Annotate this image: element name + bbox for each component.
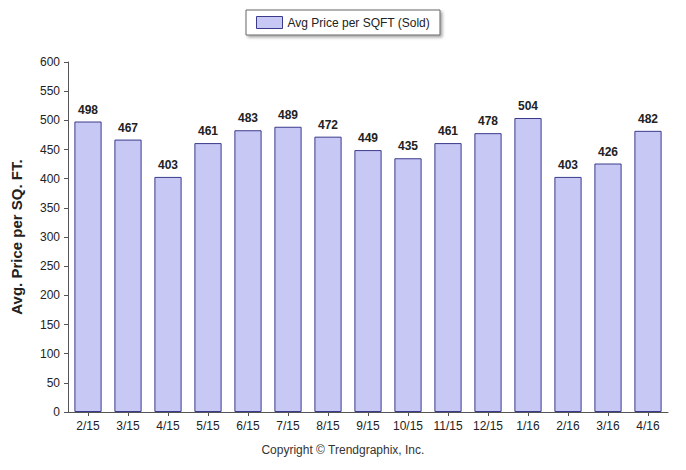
svg-text:3/15: 3/15 xyxy=(116,419,140,433)
svg-text:467: 467 xyxy=(118,121,138,135)
svg-text:500: 500 xyxy=(40,113,60,127)
svg-text:11/15: 11/15 xyxy=(433,419,462,433)
svg-text:4/16: 4/16 xyxy=(636,419,660,433)
svg-text:461: 461 xyxy=(438,124,458,138)
svg-text:426: 426 xyxy=(598,145,618,159)
svg-text:3/16: 3/16 xyxy=(596,419,620,433)
svg-text:10/15: 10/15 xyxy=(393,419,423,433)
svg-text:0: 0 xyxy=(53,405,60,419)
svg-text:12/15: 12/15 xyxy=(473,419,503,433)
svg-text:50: 50 xyxy=(47,376,61,390)
svg-text:5/15: 5/15 xyxy=(196,419,220,433)
svg-text:Avg Price per SQFT (Sold): Avg Price per SQFT (Sold) xyxy=(288,16,430,30)
svg-text:472: 472 xyxy=(318,118,338,132)
svg-text:504: 504 xyxy=(518,99,538,113)
svg-text:435: 435 xyxy=(398,139,418,153)
svg-text:350: 350 xyxy=(40,201,60,215)
svg-text:483: 483 xyxy=(238,111,258,125)
svg-text:600: 600 xyxy=(40,55,60,69)
svg-text:2/16: 2/16 xyxy=(556,419,580,433)
svg-text:489: 489 xyxy=(278,108,298,122)
svg-text:403: 403 xyxy=(558,158,578,172)
svg-text:Avg. Price per SQ. FT.: Avg. Price per SQ. FT. xyxy=(8,159,25,314)
svg-text:461: 461 xyxy=(198,124,218,138)
svg-text:4/15: 4/15 xyxy=(156,419,180,433)
svg-text:482: 482 xyxy=(638,112,658,126)
svg-text:100: 100 xyxy=(40,347,60,361)
svg-text:1/16: 1/16 xyxy=(516,419,540,433)
svg-text:400: 400 xyxy=(40,172,60,186)
svg-text:450: 450 xyxy=(40,143,60,157)
svg-text:300: 300 xyxy=(40,230,60,244)
svg-text:6/15: 6/15 xyxy=(236,419,260,433)
svg-text:9/15: 9/15 xyxy=(356,419,380,433)
svg-text:478: 478 xyxy=(478,114,498,128)
svg-text:Copyright © Trendgraphix, Inc.: Copyright © Trendgraphix, Inc. xyxy=(261,443,424,457)
svg-text:8/15: 8/15 xyxy=(316,419,340,433)
svg-text:498: 498 xyxy=(78,103,98,117)
svg-text:150: 150 xyxy=(40,318,60,332)
svg-text:2/15: 2/15 xyxy=(76,419,100,433)
svg-text:449: 449 xyxy=(358,131,378,145)
svg-text:250: 250 xyxy=(40,259,60,273)
svg-text:550: 550 xyxy=(40,84,60,98)
svg-text:7/15: 7/15 xyxy=(276,419,300,433)
svg-text:403: 403 xyxy=(158,158,178,172)
svg-text:200: 200 xyxy=(40,288,60,302)
